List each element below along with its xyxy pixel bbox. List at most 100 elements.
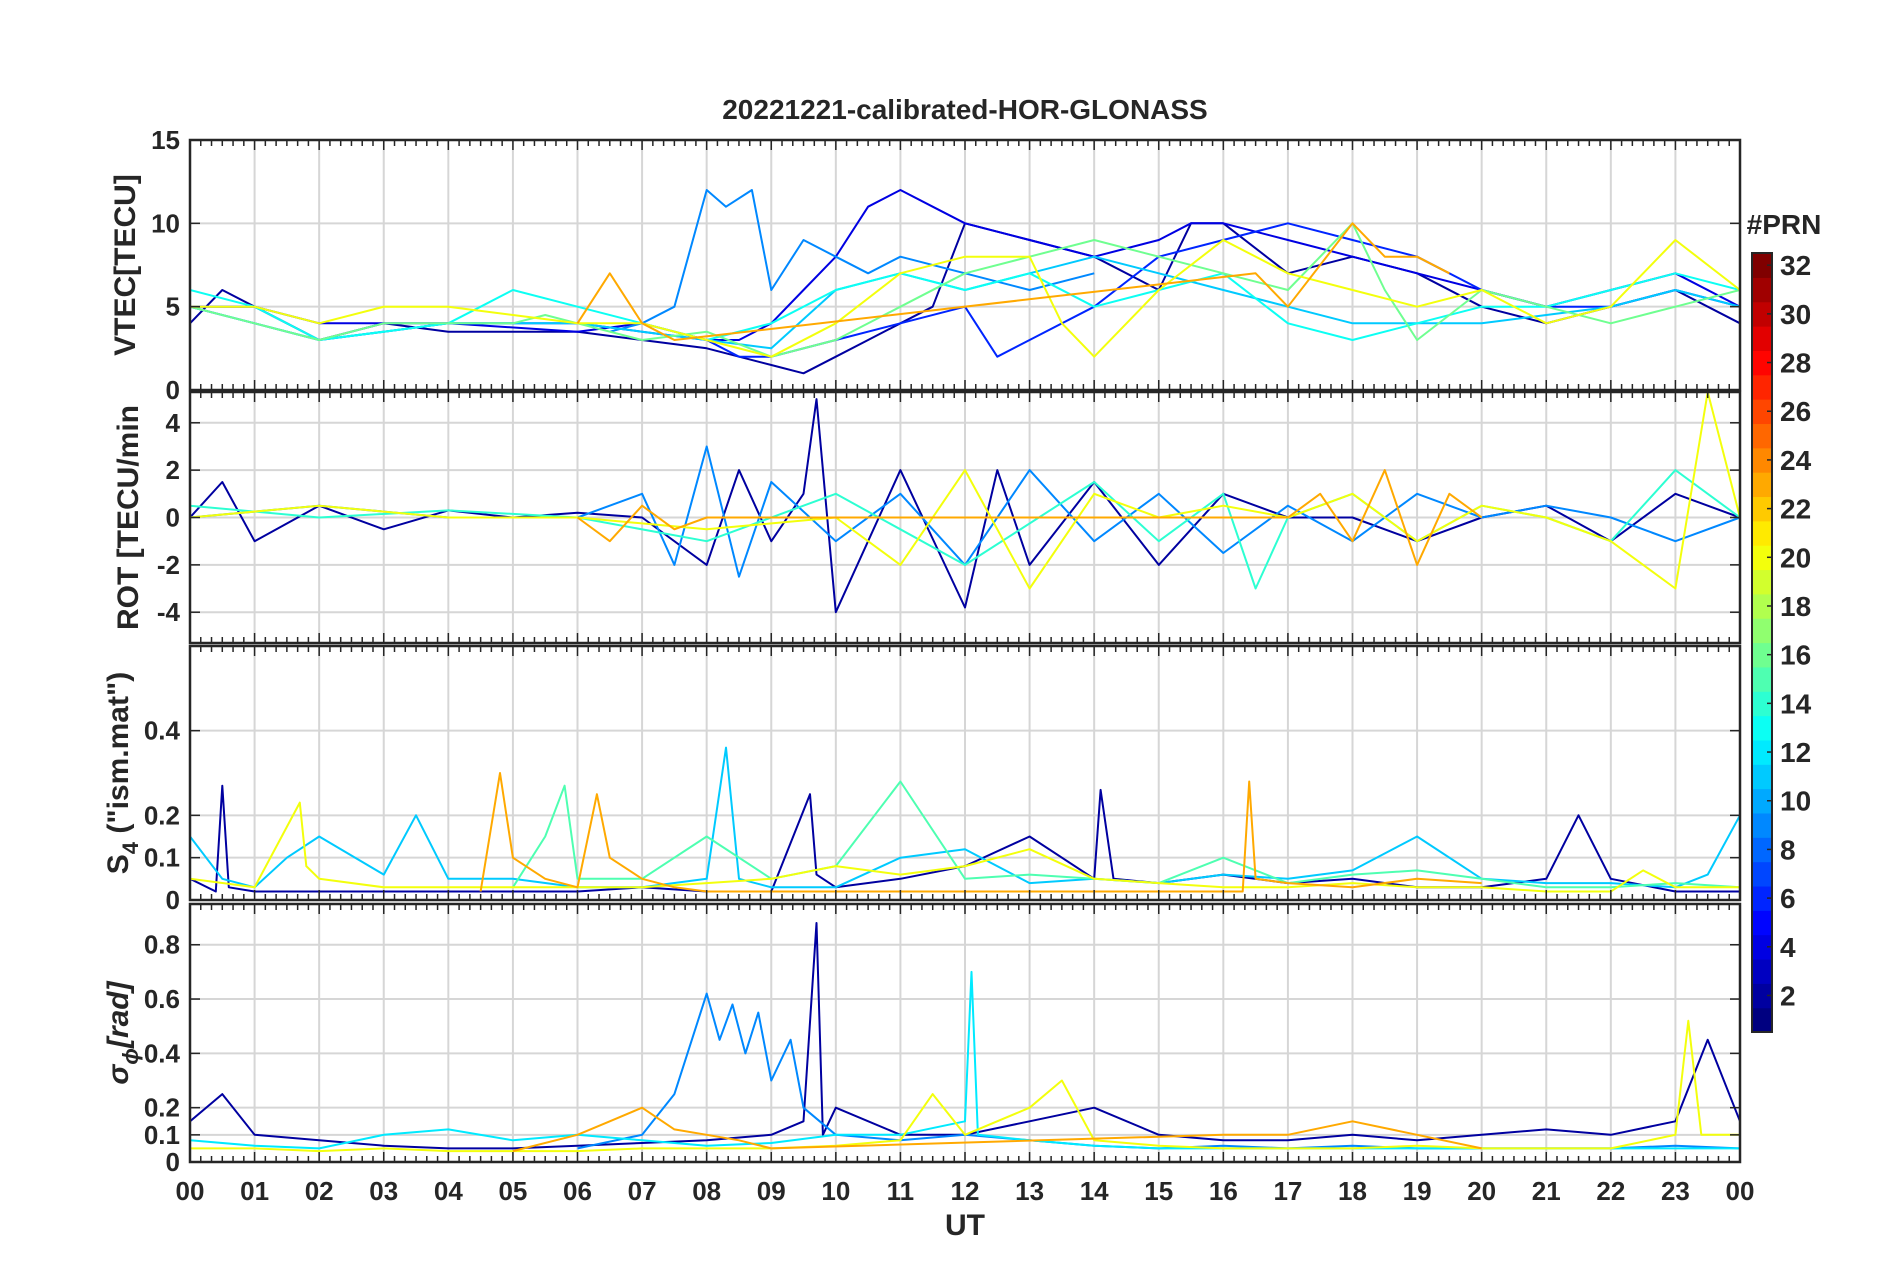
x-tick-label: 17 — [1273, 1176, 1302, 1206]
colorbar-tick-label: 14 — [1780, 688, 1812, 719]
colorbar-tick-label: 32 — [1780, 250, 1811, 281]
colorbar-swatch — [1752, 545, 1772, 571]
y-tick-label: 0.2 — [144, 1093, 180, 1123]
y-tick-label: 0.4 — [144, 716, 181, 746]
x-tick-label: 02 — [305, 1176, 334, 1206]
y-tick-label: -4 — [157, 597, 181, 627]
series-prn-4 — [190, 189, 1740, 341]
y-axis-label-main: ROT [TECU/min — [112, 405, 145, 630]
x-tick-label: 21 — [1532, 1176, 1561, 1206]
panel-vtec: 0 5 10 15 VTEC[TECU] — [109, 125, 1742, 405]
x-tick-label: 20 — [1467, 1176, 1496, 1206]
colorbar-swatch — [1752, 423, 1772, 449]
axes-box — [188, 644, 1742, 902]
x-tick-label: 15 — [1144, 1176, 1173, 1206]
x-tick-label: 08 — [692, 1176, 721, 1206]
series-prn-20 — [190, 801, 1740, 893]
colorbar-swatch — [1752, 934, 1772, 960]
colorbar-swatch — [1752, 593, 1772, 619]
x-tick-label: 19 — [1403, 1176, 1432, 1206]
colorbar-swatch — [1752, 958, 1772, 984]
series-prn-23 — [576, 222, 1450, 341]
x-tick-label: 22 — [1596, 1176, 1625, 1206]
colorbar-swatch — [1752, 666, 1772, 692]
y-axis-label-subscript: 4 — [118, 841, 143, 854]
colorbar-swatch — [1752, 739, 1772, 765]
y-tick-label: 0.4 — [144, 1038, 181, 1068]
colorbar-swatch — [1752, 569, 1772, 595]
x-tick-label: 11 — [887, 1176, 915, 1206]
colorbar-swatch — [1752, 642, 1772, 668]
colorbar-tick-label: 22 — [1780, 494, 1811, 525]
x-tick-label: 06 — [563, 1176, 592, 1206]
x-tick-label: 00 — [176, 1176, 205, 1206]
y-tick-label: 0.1 — [144, 1120, 180, 1150]
series-prn-23 — [512, 1106, 1482, 1153]
chart-title: 20221221-calibrated-HOR-GLONASS — [722, 94, 1208, 125]
colorbar-swatch — [1752, 618, 1772, 644]
y-tick-label: 4 — [166, 408, 181, 438]
x-tick-label: 07 — [628, 1176, 657, 1206]
colorbar-tick-label: 10 — [1780, 786, 1811, 817]
colorbar-swatch — [1752, 374, 1772, 400]
x-tick-label: 13 — [1015, 1176, 1044, 1206]
colorbar-tick-label: 8 — [1780, 834, 1796, 865]
colorbar-swatch — [1752, 472, 1772, 498]
colorbar-swatch — [1752, 715, 1772, 741]
series-prn-13 — [190, 272, 1740, 341]
colorbar-swatch — [1752, 496, 1772, 522]
x-axis-label: UT — [945, 1209, 985, 1242]
y-tick-label: 0 — [166, 375, 180, 405]
colorbar-swatch — [1752, 861, 1772, 887]
y-axis-label-main: σ — [102, 1064, 135, 1085]
x-tick-label: 12 — [951, 1176, 980, 1206]
x-tick-label: 23 — [1661, 1176, 1690, 1206]
panel-s4: 0 0.1 0.2 0.4S4 ("ism.mat") — [102, 644, 1742, 915]
colorbar-tick-label: 6 — [1780, 883, 1796, 914]
y-tick-label: 0.8 — [144, 930, 180, 960]
colorbar-swatch — [1752, 301, 1772, 327]
colorbar-swatch — [1752, 350, 1772, 376]
x-tick-label: 05 — [498, 1176, 527, 1206]
x-tick-label: 04 — [434, 1176, 463, 1206]
series-prn-23 — [479, 772, 1482, 893]
y-tick-label: -2 — [157, 550, 180, 580]
x-tick-label: 00 — [1726, 1176, 1755, 1206]
y-axis-label: S4 ("ism.mat") — [102, 672, 143, 874]
y-axis-label: σϕ[rad] — [102, 980, 143, 1084]
colorbar-tick-label: 12 — [1780, 737, 1811, 768]
colorbar-tick-label: 16 — [1780, 640, 1811, 671]
x-tick-label: 10 — [821, 1176, 850, 1206]
colorbar-tick-label: 18 — [1780, 591, 1811, 622]
colorbar-swatch — [1752, 910, 1772, 936]
y-axis-label: ROT [TECU/min — [112, 405, 145, 630]
series-group — [190, 922, 1740, 1153]
x-tick-label: 03 — [369, 1176, 398, 1206]
x-tick-label: 16 — [1209, 1176, 1238, 1206]
colorbar-title: #PRN — [1747, 209, 1822, 240]
y-tick-label: 0.2 — [144, 800, 180, 830]
series-prn-20 — [190, 1019, 1740, 1153]
colorbar-swatch — [1752, 1007, 1772, 1033]
x-tick-label: 09 — [757, 1176, 786, 1206]
y-tick-label: 0 — [166, 885, 180, 915]
x-tick-label: 18 — [1338, 1176, 1367, 1206]
series-prn-2 — [190, 922, 1740, 1150]
y-tick-label: 0 — [166, 1147, 180, 1177]
series-group — [190, 189, 1740, 375]
colorbar-swatch — [1752, 399, 1772, 425]
colorbar-swatch — [1752, 885, 1772, 911]
x-tick-label: 14 — [1080, 1176, 1109, 1206]
colorbar-swatch — [1752, 691, 1772, 717]
y-axis-label-subscript: ϕ — [118, 1048, 143, 1065]
colorbar-swatch — [1752, 253, 1772, 278]
y-axis-label-suffix: [rad] — [102, 980, 135, 1049]
series-prn-15 — [512, 780, 1740, 889]
y-tick-label: 2 — [166, 455, 180, 485]
y-tick-label: 0.1 — [144, 843, 180, 873]
series-group — [190, 392, 1740, 614]
colorbar-swatch — [1752, 837, 1772, 863]
